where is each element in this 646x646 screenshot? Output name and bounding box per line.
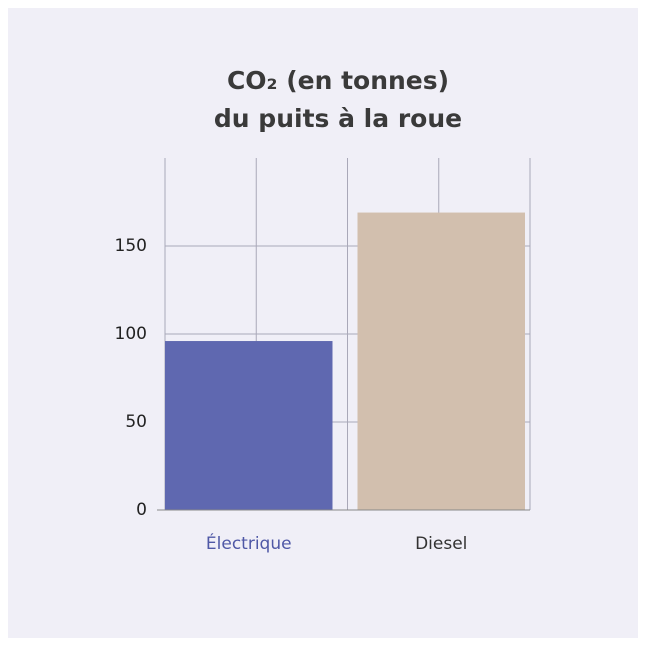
- chart-title: CO₂ (en tonnes): [227, 66, 449, 95]
- y-tick-label: 0: [136, 500, 147, 520]
- bar: [357, 212, 525, 510]
- x-tick-label: Électrique: [206, 532, 292, 554]
- y-tick-label: 50: [125, 412, 147, 432]
- x-tick-label: Diesel: [415, 534, 467, 554]
- bar: [165, 341, 333, 510]
- background: [8, 8, 638, 638]
- chart-title: du puits à la roue: [214, 104, 462, 133]
- y-tick-label: 150: [115, 236, 147, 256]
- y-tick-label: 100: [115, 324, 147, 344]
